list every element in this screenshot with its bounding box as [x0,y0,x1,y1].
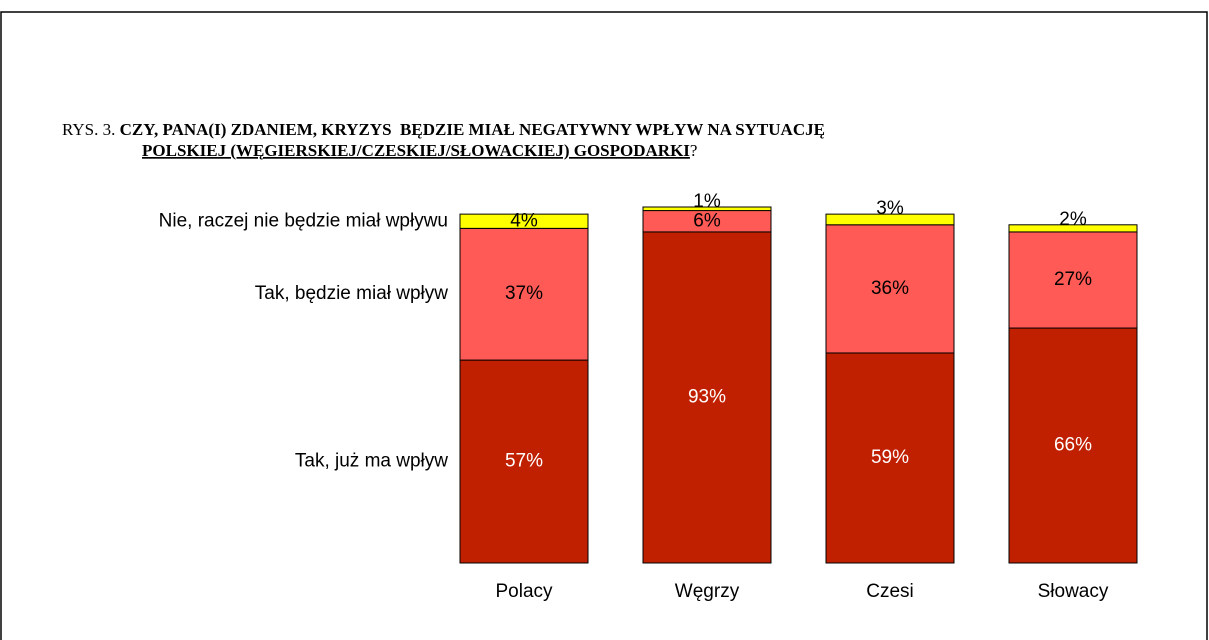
bar-segment [642,206,772,212]
bar-segment [1008,231,1138,329]
data-label: 59% [871,447,909,468]
x-tick-label: Polacy [495,581,553,602]
legend-label: Tak, już ma wpływ [295,451,448,472]
bar-segment [459,213,589,229]
data-label: 6% [693,210,721,231]
bar-segment [825,213,955,226]
bar-segment [1008,327,1138,564]
data-label: 36% [871,278,909,299]
data-label: 2% [1059,209,1087,230]
data-label: 37% [505,283,543,304]
legend-label: Tak, będzie miał wpływ [255,283,449,304]
chart-title-line2: POLSKIEJ (WĘGIERSKIEJ/CZESKIEJ/SŁOWACKIE… [142,141,697,160]
bar-segment [1008,224,1138,233]
data-label: 4% [510,210,538,231]
data-label: 66% [1054,435,1092,456]
x-tick-label: Czesi [866,581,914,602]
data-label: 57% [505,451,543,472]
frame [0,11,1208,640]
x-tick-label: Węgrzy [675,581,740,602]
bar-segment [459,227,589,361]
bar-segment [459,359,589,564]
x-tick-label: Słowacy [1038,581,1109,602]
data-label: 1% [693,191,721,212]
data-label: 3% [876,198,904,219]
data-label: 93% [688,386,726,407]
data-label: 27% [1054,269,1092,290]
title-main: CZY, PANA(I) ZDANIEM, KRYZYS BĘDZIE MIAŁ… [120,120,825,139]
legend-label: Nie, raczej nie będzie miał wpływu [159,210,448,231]
bar-segment [642,231,772,564]
chart-title: RYS. 3. CZY, PANA(I) ZDANIEM, KRYZYS BĘD… [62,120,825,139]
bar-segment [825,352,955,564]
title-end: ? [690,141,698,160]
title-underlined: POLSKIEJ (WĘGIERSKIEJ/CZESKIEJ/SŁOWACKIE… [142,141,690,160]
title-prefix: RYS. 3. [62,120,115,139]
bar-segment [825,224,955,354]
